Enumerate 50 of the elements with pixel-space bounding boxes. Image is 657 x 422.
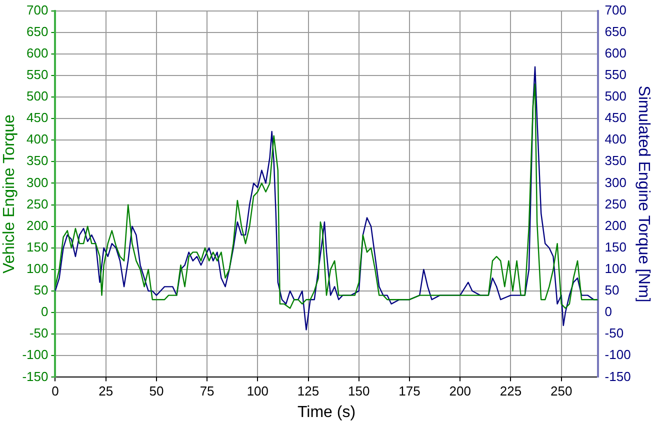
y2-tick-label: 500 — [604, 88, 626, 104]
y2-tick-label: 650 — [604, 24, 626, 39]
y2-tick-label: 150 — [604, 239, 626, 254]
y2-tick-label: 450 — [604, 110, 626, 126]
y-tick-label: 400 — [26, 132, 48, 147]
y2-tick-label: 0 — [604, 304, 612, 320]
y2-tick-label: 600 — [604, 45, 626, 60]
x-tick-label: 125 — [297, 384, 320, 399]
y-tick-label: 50 — [34, 282, 48, 298]
y2-tick-label: -150 — [604, 368, 631, 384]
y-tick-label: 200 — [26, 218, 48, 233]
y-tick-label: 700 — [26, 2, 48, 18]
x-tick-label: 250 — [550, 384, 572, 399]
x-axis-title: Time (s) — [297, 404, 356, 421]
y-tick-label: 100 — [26, 261, 48, 276]
y-tick-label: 450 — [26, 110, 48, 126]
y2-tick-label: 200 — [604, 218, 626, 233]
y2-tick-label: 550 — [604, 67, 626, 82]
y-tick-label: 350 — [26, 153, 48, 168]
y-tick-label: 600 — [26, 45, 48, 60]
y-tick-label: 300 — [26, 174, 48, 190]
x-tick-label: 0 — [52, 384, 59, 399]
x-tick-label: 150 — [348, 384, 370, 399]
y2-tick-label: 300 — [604, 174, 626, 190]
y2-tick-label: 250 — [604, 196, 626, 212]
x-tick-label: 100 — [246, 384, 269, 399]
x-tick-label: 50 — [149, 384, 164, 399]
y-tick-label: 550 — [26, 67, 48, 82]
y2-axis-title: Simulated Engine Torque [Nm] — [634, 86, 652, 302]
y-tick-label: 150 — [26, 239, 48, 254]
y2-tick-label: 100 — [604, 261, 626, 276]
x-tick-label: 25 — [98, 384, 114, 399]
y-tick-label: 0 — [40, 304, 48, 320]
y-tick-label: 650 — [26, 24, 48, 39]
y2-tick-label: 50 — [604, 282, 620, 298]
y-tick-label: 250 — [26, 196, 48, 212]
y-tick-label: 500 — [26, 88, 48, 104]
y2-tick-label: 350 — [604, 153, 626, 168]
y2-tick-label: -50 — [604, 326, 624, 341]
y2-tick-label: 700 — [604, 2, 626, 18]
y2-tick-label: -100 — [604, 347, 631, 362]
y-tick-label: -100 — [22, 347, 48, 362]
y2-tick-label: 400 — [604, 132, 626, 147]
x-tick-label: 200 — [449, 384, 471, 399]
x-tick-label: 225 — [500, 384, 522, 399]
y-axis-title: Vehicle Engine Torque — [1, 114, 18, 274]
x-tick-label: 175 — [398, 384, 420, 399]
y-tick-label: -50 — [29, 326, 48, 341]
x-tick-label: 75 — [200, 384, 214, 399]
y-tick-label: -150 — [22, 368, 48, 384]
